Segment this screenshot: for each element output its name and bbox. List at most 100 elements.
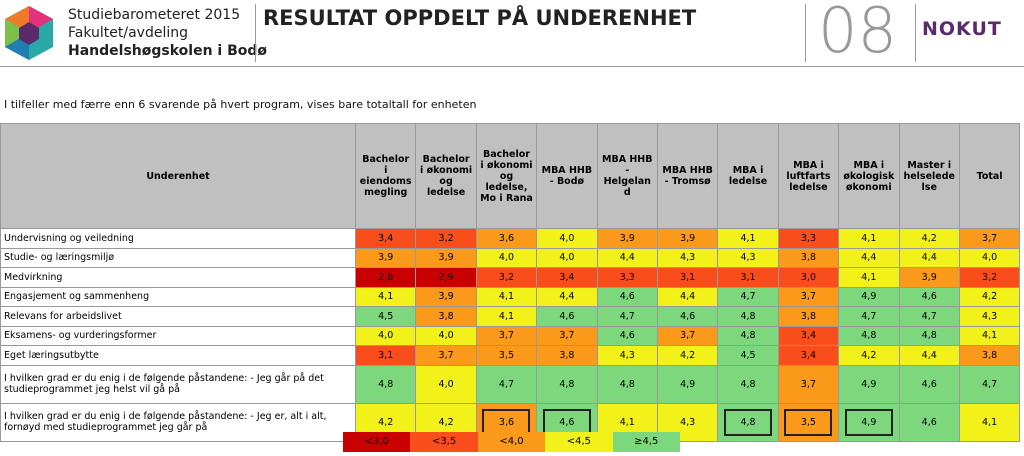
value-cell: 3,7 bbox=[475, 325, 538, 346]
row-label: Undervisning og veiledning bbox=[0, 228, 356, 249]
value-cell: 4,7 bbox=[838, 306, 900, 327]
column-header: MBA i økologisk økonomi bbox=[838, 123, 900, 229]
column-header: Bachelor i eiendoms megling bbox=[354, 123, 417, 229]
value-cell: 4,7 bbox=[898, 306, 960, 327]
value-cell: 3,9 bbox=[656, 228, 719, 249]
value-cell: 3,4 bbox=[354, 228, 417, 249]
row: Medvirkning 2,6 2,9 3,2 3,4 3,3 3,1 3,1 3,0 4,1 3,… bbox=[0, 267, 1021, 288]
header-row: Underenhet Bachelor i eiendoms megling Bac… bbox=[0, 123, 1021, 229]
header-title: Studiebarometeret 2015 bbox=[68, 7, 241, 23]
value-cell: 4,3 bbox=[656, 402, 719, 442]
value-cell: 4,8 bbox=[717, 402, 779, 442]
row-label: Eksamens- og vurderingsformer bbox=[0, 325, 356, 346]
value-cell: 4,8 bbox=[717, 364, 779, 404]
header-text: Studiebarometeret 2015 Fakultet/avdeling… bbox=[68, 6, 267, 60]
header-unit: Handelshøgskolen i Bodø bbox=[68, 43, 268, 59]
value-cell: 4,9 bbox=[838, 402, 900, 442]
value-cell: 3,8 bbox=[777, 247, 840, 268]
value-cell: 4,3 bbox=[596, 345, 658, 366]
value-cell: 4,0 bbox=[354, 325, 417, 346]
value-cell: 3,1 bbox=[656, 267, 719, 288]
value-cell: 4,6 bbox=[656, 306, 719, 327]
value-cell: 4,6 bbox=[898, 364, 960, 404]
row-label: Studie- og læringsmiljø bbox=[0, 247, 356, 268]
value-cell: 4,3 bbox=[656, 247, 719, 268]
value-cell: 2,9 bbox=[415, 267, 477, 288]
heading: RESULTAT OPPDELT PÅ UNDERENHET bbox=[263, 6, 697, 30]
value-cell: 4,0 bbox=[536, 247, 598, 268]
row: Engasjement og sammenheng 4,1 3,9 4,1 4,4 4,6… bbox=[0, 286, 1021, 307]
value-cell: 4,5 bbox=[717, 345, 779, 366]
row-label: Eget læringsutbytte bbox=[0, 345, 356, 366]
value-cell: 4,3 bbox=[717, 247, 779, 268]
legend: <3,0 <3,5 <4,0 <4,5 ≥4,5 bbox=[343, 432, 680, 452]
note: I tilfeller med færre enn 6 svarende på … bbox=[4, 98, 477, 111]
legend-item: ≥4,5 bbox=[612, 432, 680, 452]
cell-value: 4,8 bbox=[724, 408, 773, 436]
value-cell: 4,7 bbox=[475, 364, 538, 404]
row: Relevans for arbeidslivet 4,5 3,8 4,1 4,6 4,7… bbox=[0, 306, 1021, 327]
column-header: MBA HHB - Bodø bbox=[536, 123, 598, 229]
value-cell: 4,1 bbox=[475, 306, 538, 327]
value-cell: 4,6 bbox=[898, 286, 960, 307]
value-cell: 3,0 bbox=[777, 267, 840, 288]
value-cell: 3,7 bbox=[415, 345, 477, 366]
value-cell: 4,0 bbox=[536, 228, 598, 249]
value-cell: 3,4 bbox=[536, 267, 598, 288]
value-cell: 4,3 bbox=[958, 306, 1021, 327]
value-cell: 3,7 bbox=[777, 364, 840, 404]
column-header: Bachelor i økonomi og ledelse bbox=[415, 123, 477, 229]
legend-item: <3,5 bbox=[410, 432, 478, 452]
rule bbox=[0, 66, 1024, 67]
value-cell: 4,8 bbox=[838, 325, 900, 346]
value-cell: 4,1 bbox=[958, 402, 1021, 442]
value-cell: 4,8 bbox=[898, 325, 960, 346]
value-cell: 4,1 bbox=[717, 228, 779, 249]
value-cell: 4,9 bbox=[838, 286, 900, 307]
value-cell: 3,4 bbox=[777, 345, 840, 366]
value-cell: 3,9 bbox=[415, 286, 477, 307]
value-cell: 4,4 bbox=[898, 345, 960, 366]
value-cell: 3,2 bbox=[475, 267, 538, 288]
legend-item: <4,0 bbox=[477, 432, 546, 452]
value-cell: 4,2 bbox=[838, 345, 900, 366]
results-table: Underenhet Bachelor i eiendoms megling Bac… bbox=[0, 123, 1021, 442]
row: I hvilken grad er du enig i de følgende … bbox=[0, 364, 1021, 404]
column-header: MBA i ledelse bbox=[717, 123, 779, 229]
value-cell: 4,4 bbox=[536, 286, 598, 307]
value-cell: 3,7 bbox=[777, 286, 840, 307]
logo-icon bbox=[5, 6, 53, 60]
row: Undervisning og veiledning 3,4 3,2 3,6 4,0 3,… bbox=[0, 228, 1021, 249]
legend-item: <3,0 bbox=[343, 432, 411, 452]
divider bbox=[915, 4, 916, 62]
column-header: MBA HHB - Tromsø bbox=[656, 123, 719, 229]
column-header: Underenhet bbox=[0, 123, 356, 229]
row-label: Medvirkning bbox=[0, 267, 356, 288]
divider bbox=[255, 4, 256, 62]
value-cell: 4,2 bbox=[958, 286, 1021, 307]
row: Studie- og læringsmiljø 3,9 3,9 4,0 4,0 4,4 4,… bbox=[0, 247, 1021, 268]
logo-text: NOKUT bbox=[922, 18, 1002, 40]
value-cell: 4,1 bbox=[354, 286, 417, 307]
column-header: Total bbox=[958, 123, 1021, 229]
value-cell: 3,9 bbox=[415, 247, 477, 268]
value-cell: 4,0 bbox=[958, 247, 1021, 268]
legend-item: <4,5 bbox=[545, 432, 613, 452]
value-cell: 4,1 bbox=[838, 228, 900, 249]
value-cell: 2,6 bbox=[354, 267, 417, 288]
value-cell: 3,7 bbox=[536, 325, 598, 346]
value-cell: 3,1 bbox=[354, 345, 417, 366]
divider bbox=[805, 4, 806, 62]
value-cell: 3,3 bbox=[777, 228, 840, 249]
value-cell: 4,0 bbox=[475, 247, 538, 268]
value-cell: 4,6 bbox=[596, 325, 658, 346]
row: Eksamens- og vurderingsformer 4,0 4,0 3,7 3,… bbox=[0, 325, 1021, 346]
value-cell: 4,1 bbox=[838, 267, 900, 288]
value-cell: 3,3 bbox=[596, 267, 658, 288]
row: Eget læringsutbytte 3,1 3,7 3,5 3,8 4,3 4,2 4,5… bbox=[0, 345, 1021, 366]
value-cell: 4,8 bbox=[536, 364, 598, 404]
value-cell: 4,8 bbox=[717, 325, 779, 346]
column-header: Master i helseledelse bbox=[898, 123, 960, 229]
value-cell: 4,0 bbox=[415, 364, 477, 404]
